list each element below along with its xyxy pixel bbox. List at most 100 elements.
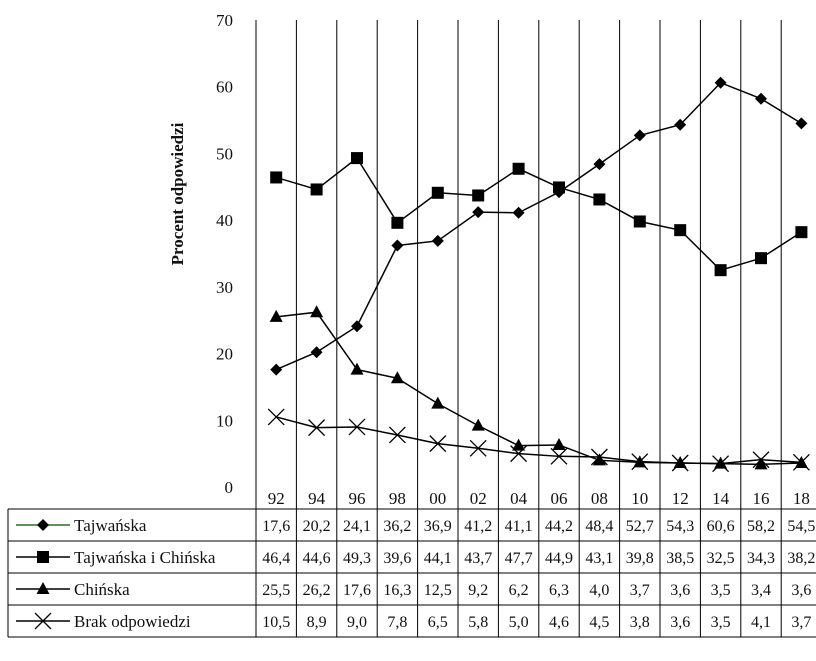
y-tick-label: 50 — [216, 144, 233, 163]
data-point-x — [34, 612, 52, 630]
table-value-cell: 8,9 — [307, 614, 327, 631]
series-line — [276, 416, 802, 465]
data-point-x — [469, 439, 487, 457]
data-point-x — [671, 454, 689, 472]
table-value-cell: 44,2 — [545, 518, 573, 535]
data-point-square — [512, 162, 525, 175]
data-point-diamond — [270, 363, 283, 376]
table-value-cell: 44,9 — [545, 550, 573, 567]
data-point-diamond — [593, 158, 606, 171]
table-value-cell: 17,6 — [343, 582, 371, 599]
data-point-square — [351, 152, 363, 165]
data-point-diamond — [391, 239, 404, 252]
data-point-diamond — [795, 117, 808, 130]
data-point-triangle — [431, 396, 445, 409]
x-tick-label: 02 — [470, 489, 487, 508]
data-point-diamond — [351, 320, 363, 333]
data-point-square — [674, 224, 687, 237]
x-tick-label: 04 — [510, 489, 528, 508]
table-value-cell: 52,7 — [626, 518, 654, 535]
table-value-cell: 3,5 — [711, 614, 731, 631]
data-point-square — [593, 193, 606, 206]
data-point-square — [633, 215, 646, 228]
legend-series-name: Tajwańska — [74, 516, 147, 535]
y-tick-label: 60 — [216, 78, 233, 97]
chart-grid — [255, 20, 782, 509]
data-point-x — [631, 453, 649, 471]
table-value-cell: 6,2 — [509, 582, 529, 599]
y-tick-label: 30 — [216, 278, 233, 297]
table-value-cell: 60,6 — [707, 518, 735, 535]
x-tick-label: 12 — [672, 489, 689, 508]
table-value-cell: 3,8 — [630, 614, 650, 631]
y-tick-label: 70 — [216, 11, 233, 30]
data-point-diamond — [674, 118, 687, 131]
data-point-diamond — [714, 76, 727, 89]
table-value-cell: 43,1 — [585, 550, 613, 567]
data-point-diamond — [431, 234, 444, 247]
data-point-triangle — [714, 456, 728, 469]
table-value-cell: 20,2 — [303, 518, 331, 535]
data-point-x — [712, 455, 730, 473]
data-point-x — [348, 418, 366, 436]
data-point-square — [795, 226, 808, 239]
legend-series-name: Brak odpowiedzi — [74, 612, 191, 631]
data-point-x — [308, 419, 326, 437]
data-point-diamond — [37, 519, 49, 531]
x-tick-label: 92 — [268, 489, 285, 508]
table-value-cell: 54,5 — [787, 518, 815, 535]
series-group — [270, 76, 808, 376]
data-point-triangle — [552, 437, 566, 450]
data-point-square — [714, 264, 727, 277]
table-value-cell: 4,5 — [589, 614, 609, 631]
x-tick-label: 16 — [753, 489, 770, 508]
data-point-triangle — [350, 362, 364, 375]
data-table: 92 94 96 98 00 02 04 06 08 10 12 14 16 18 Tajwańska 17,… — [7, 489, 816, 638]
table-value-cell: 10,5 — [262, 614, 290, 631]
table-value-cell: 47,7 — [505, 550, 533, 567]
table-value-cell: 4,6 — [549, 614, 569, 631]
table-value-cell: 36,9 — [424, 518, 452, 535]
table-value-cell: 3,7 — [791, 614, 811, 631]
table-value-cell: 24,1 — [343, 518, 371, 535]
table-value-cell: 39,6 — [383, 550, 411, 567]
table-value-cell: 34,3 — [747, 550, 775, 567]
data-point-diamond — [633, 129, 646, 142]
data-point-triangle — [269, 309, 283, 322]
y-tick-label: 20 — [216, 345, 233, 364]
data-point-triangle — [390, 371, 404, 384]
legend-key — [16, 551, 70, 563]
data-point-x — [752, 451, 770, 469]
x-tick-label: 98 — [389, 489, 406, 508]
x-tick-label: 00 — [429, 489, 446, 508]
data-point-square — [755, 252, 767, 265]
table-value-cell: 17,6 — [262, 518, 290, 535]
table-value-cell: 4,1 — [751, 614, 771, 631]
table-value-cell: 9,0 — [347, 614, 367, 631]
table-value-cell: 38,5 — [666, 550, 694, 567]
table-value-cell: 6,3 — [549, 582, 569, 599]
y-tick-label: 40 — [216, 211, 233, 230]
x-tick-label: 08 — [591, 489, 608, 508]
data-point-triangle — [36, 582, 50, 594]
table-value-cell: 16,3 — [383, 582, 411, 599]
table-value-cell: 3,6 — [791, 582, 811, 599]
data-point-triangle — [310, 305, 324, 318]
table-value-cell: 32,5 — [707, 550, 735, 567]
series-line — [275, 156, 802, 272]
legend-series-name: Tajwańska i Chińska — [74, 548, 216, 567]
data-point-square — [431, 186, 444, 199]
legend-key — [16, 519, 70, 531]
table-value-cell: 3,5 — [711, 582, 731, 599]
y-axis-label: Procent odpowiedzi — [168, 122, 187, 265]
x-tick-label: 06 — [551, 489, 568, 508]
data-point-square — [270, 171, 283, 184]
table-value-cell: 5,0 — [509, 614, 529, 631]
table-value-cell: 6,5 — [428, 614, 448, 631]
data-point-square — [472, 189, 485, 202]
table-value-cell: 48,4 — [585, 518, 613, 535]
x-tick-label: 18 — [793, 489, 810, 508]
data-point-square — [391, 216, 404, 229]
data-point-square — [553, 181, 565, 194]
